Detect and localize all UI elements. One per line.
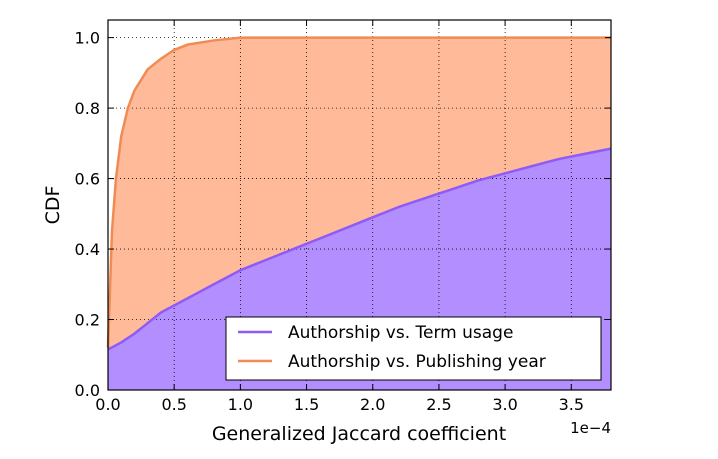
- x-tick-label: 2.0: [360, 395, 385, 414]
- y-tick-label: 0.2: [75, 311, 100, 330]
- line-layer: [106, 36, 612, 351]
- y-tick-label: 0.8: [75, 99, 100, 118]
- legend: Authorship vs. Term usage Authorship vs.…: [225, 316, 602, 381]
- y-axis-label: CDF: [42, 186, 64, 225]
- x-tick-label: 0.5: [161, 395, 186, 414]
- line-term-usage: [107, 147, 612, 351]
- x-tick-label: 2.5: [426, 395, 451, 414]
- x-tick-label: 3.5: [559, 395, 584, 414]
- legend-label-publishing-year: Authorship vs. Publishing year: [288, 352, 546, 372]
- x-axis-offset-label: 1e−4: [570, 419, 611, 437]
- y-tick-label: 1.0: [75, 29, 100, 48]
- x-tick-label: 3.0: [492, 395, 517, 414]
- y-tick-label: 0.0: [75, 381, 100, 400]
- x-tick-label: 1.0: [228, 395, 253, 414]
- x-axis-label: Generalized Jaccard coefficient: [212, 423, 506, 445]
- y-tick-label: 0.6: [75, 170, 100, 189]
- line-publishing-year: [106, 36, 611, 348]
- legend-box: [225, 316, 602, 381]
- tick-layer: 0.0 0.5 1.0 1.5 2.0 2.5 3.0 3.5 0.0 0.2 0.4 0.6 0.8 1…: [75, 20, 611, 414]
- x-tick-label: 1.5: [294, 395, 319, 414]
- plot-frame: [107, 19, 612, 391]
- y-tick-label: 0.4: [75, 240, 100, 259]
- x-tick-label: 0.0: [95, 395, 120, 414]
- legend-label-term-usage: Authorship vs. Term usage: [288, 323, 513, 343]
